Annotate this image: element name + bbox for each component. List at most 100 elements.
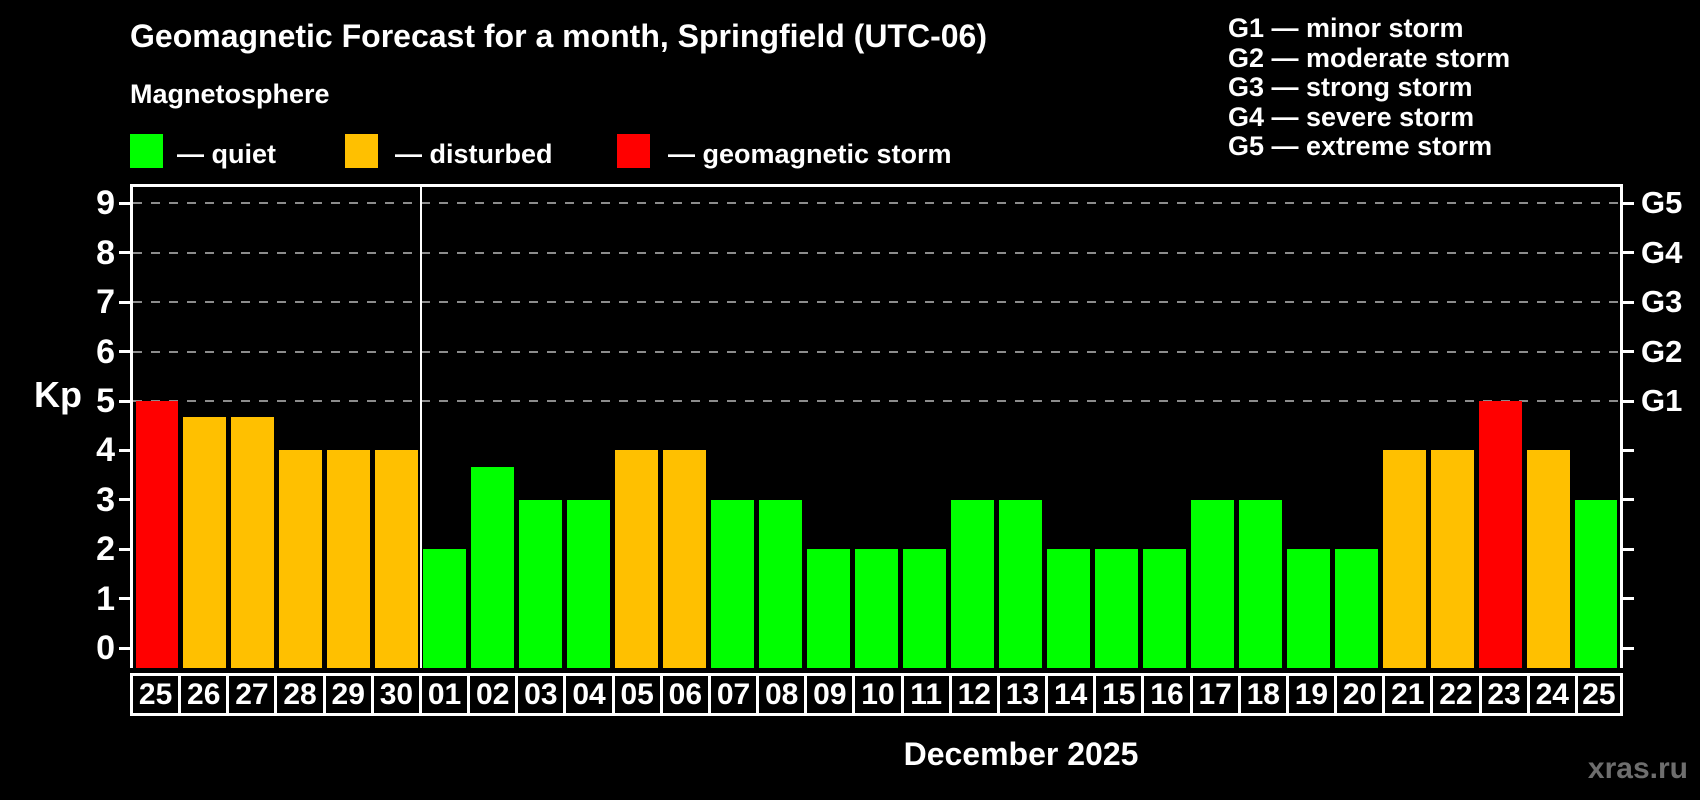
kp-tick-right xyxy=(1623,597,1634,601)
date-cell: 02 xyxy=(467,673,516,716)
date-cell: 11 xyxy=(900,673,949,716)
kp-bar xyxy=(950,499,994,668)
date-cell: 16 xyxy=(1141,673,1190,716)
kp-tick-left xyxy=(119,201,130,205)
date-cell: 25 xyxy=(1574,673,1623,716)
kp-tick-right xyxy=(1623,498,1634,502)
kp-bar xyxy=(423,549,467,668)
disturbed-swatch-icon xyxy=(345,134,378,168)
kp-tick-left xyxy=(119,251,130,255)
kp-bar xyxy=(231,417,275,668)
storm-scale-legend: G1 — minor storm G2 — moderate storm G3 … xyxy=(1228,13,1510,162)
kp-axis-label: 4 xyxy=(96,431,115,470)
kp-axis-title: Kp xyxy=(34,374,82,415)
kp-gridline xyxy=(133,202,1620,205)
kp-tick-left xyxy=(119,448,130,452)
date-cell: 08 xyxy=(756,673,805,716)
page-title: Geomagnetic Forecast for a month, Spring… xyxy=(130,18,987,54)
storm-scale-g5: G5 — extreme storm xyxy=(1228,131,1493,162)
kp-bar xyxy=(1382,450,1426,668)
watermark: xras.ru xyxy=(1587,752,1688,785)
kp-bar xyxy=(327,450,371,668)
kp-bar xyxy=(902,549,946,668)
kp-bar xyxy=(183,417,227,668)
date-cell: 15 xyxy=(1093,673,1142,716)
date-cell: 07 xyxy=(707,673,757,716)
kp-tick-left xyxy=(119,399,130,403)
kp-tick-right xyxy=(1623,399,1634,403)
kp-axis-label: 9 xyxy=(96,184,115,223)
kp-bar xyxy=(1574,499,1618,668)
date-cell: 28 xyxy=(274,673,323,716)
kp-tick-left xyxy=(119,498,130,502)
date-cell: 06 xyxy=(659,673,708,716)
kp-bar xyxy=(279,450,323,668)
kp-bar xyxy=(1094,549,1138,668)
kp-tick-right xyxy=(1623,646,1634,650)
date-cell: 29 xyxy=(322,673,371,716)
kp-bar xyxy=(375,450,419,668)
date-cell: 18 xyxy=(1237,673,1286,716)
date-cell: 14 xyxy=(1045,673,1094,716)
date-cell: 13 xyxy=(996,673,1046,716)
kp-bar xyxy=(1334,549,1378,668)
kp-tick-left xyxy=(119,350,130,354)
legend-label-disturbed: — disturbed xyxy=(395,139,553,169)
kp-gridline xyxy=(133,400,1620,402)
kp-tick-left xyxy=(119,547,130,551)
kp-bar xyxy=(807,549,850,668)
kp-bar xyxy=(1286,549,1330,668)
kp-axis-label: 3 xyxy=(96,480,115,519)
date-cell: 17 xyxy=(1189,673,1238,716)
kp-tick-right xyxy=(1623,547,1634,551)
kp-axis-label: 0 xyxy=(96,629,115,667)
kp-bar xyxy=(998,499,1042,668)
kp-bar xyxy=(1142,549,1186,668)
date-cell: 05 xyxy=(611,673,660,716)
kp-tick-left xyxy=(119,300,130,304)
legend-label-quiet: — quiet xyxy=(177,139,276,169)
chart-subtitle: Magnetosphere xyxy=(130,79,330,109)
kp-tick-right xyxy=(1623,448,1634,452)
kp-bar xyxy=(1526,450,1570,668)
kp-axis-label: 1 xyxy=(96,579,115,618)
date-cell: 04 xyxy=(563,673,612,716)
kp-bar xyxy=(567,499,611,668)
date-cell: 22 xyxy=(1430,673,1479,716)
date-cell: 26 xyxy=(178,673,227,716)
kp-bar xyxy=(471,466,515,668)
date-cell: 19 xyxy=(1285,673,1335,716)
kp-bar xyxy=(1478,401,1522,668)
kp-bar xyxy=(1046,549,1090,668)
g-level-label: G2 xyxy=(1641,333,1683,369)
quiet-swatch-icon xyxy=(130,134,163,168)
storm-swatch-icon xyxy=(617,134,650,168)
kp-bar xyxy=(759,499,803,668)
kp-gridline xyxy=(133,251,1620,254)
date-cell: 09 xyxy=(804,673,853,716)
kp-tick-right xyxy=(1623,251,1634,255)
legend-label-storm: — geomagnetic storm xyxy=(668,139,952,169)
kp-axis-label: 8 xyxy=(96,233,115,272)
date-cell: 23 xyxy=(1478,673,1527,716)
g-level-label: G4 xyxy=(1641,234,1683,270)
kp-tick-right xyxy=(1623,350,1634,354)
g-level-label: G3 xyxy=(1641,284,1683,320)
storm-scale-g3: G3 — strong storm xyxy=(1228,72,1473,103)
kp-bar xyxy=(1238,499,1282,668)
kp-gridline xyxy=(133,350,1620,353)
kp-bar xyxy=(663,450,707,668)
kp-axis-label: 5 xyxy=(96,382,115,420)
kp-bar xyxy=(1430,450,1474,668)
kp-bar xyxy=(1190,499,1234,668)
date-cell: 10 xyxy=(852,673,901,716)
kp-tick-left xyxy=(119,646,130,650)
kp-bar xyxy=(855,549,898,668)
date-cell: 12 xyxy=(948,673,997,716)
date-cell: 27 xyxy=(226,673,275,716)
kp-tick-right xyxy=(1623,300,1634,304)
g-level-label: G1 xyxy=(1641,383,1683,418)
kp-tick-left xyxy=(119,597,130,601)
kp-axis-label: 2 xyxy=(96,530,115,569)
date-cell: 21 xyxy=(1382,673,1431,716)
